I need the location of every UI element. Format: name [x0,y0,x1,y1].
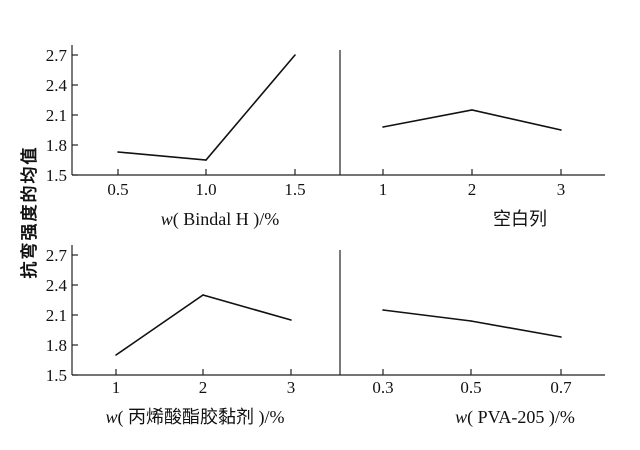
x-axis-title-text: ( Bindal H )/% [173,209,279,230]
x-tick-label: 3 [557,180,566,199]
data-point [294,54,296,56]
series-line [117,54,296,161]
data-point [470,320,472,322]
y-tick-label: 1.5 [46,366,67,385]
y-tick-label: 2.7 [46,46,68,65]
y-tick-label: 2.7 [46,246,68,265]
x-tick-label: 2 [468,180,477,199]
data-point [560,129,562,131]
x-tick-label: 1 [379,180,388,199]
data-point [115,354,117,356]
x-axis-title-text: ( PVA-205 )/% [467,407,575,428]
y-tick-label: 2.1 [46,306,67,325]
series-line [115,294,292,356]
series-line [382,309,562,338]
y-tick-label: 1.8 [46,336,67,355]
y-tick-label: 1.5 [46,166,67,185]
x-tick-label: 1 [112,378,121,397]
x-axis-title: w( PVA-205 )/% [455,407,575,428]
data-point [117,151,119,153]
x-tick-label: 0.5 [107,180,128,199]
x-tick-label: 1.0 [195,180,216,199]
x-axis-title-text: ( 丙烯酸酯胶黏剂 )/% [118,407,285,428]
x-tick-label: 0.5 [460,378,481,397]
x-axis-title: w( Bindal H )/% [161,209,280,230]
x-tick-label: 0.3 [372,378,393,397]
data-point [560,336,562,338]
y-tick-label: 1.8 [46,136,67,155]
x-tick-label: 3 [287,378,296,397]
x-axis-title: 空白列 [493,209,547,229]
x-axis-title-variable: w [106,407,118,427]
y-axis-label: 抗弯强度的均值 [19,146,40,279]
x-tick-label: 1.5 [284,180,305,199]
x-axis-title-variable: w [161,209,173,229]
data-point [471,109,473,111]
data-point [290,319,292,321]
x-axis-title-variable: w [455,407,467,427]
x-tick-label: 2 [199,378,208,397]
y-tick-label: 2.4 [46,76,68,95]
data-point [382,309,384,311]
x-axis-title: w( 丙烯酸酯胶黏剂 )/% [106,407,285,428]
data-point [205,159,207,161]
data-point [382,126,384,128]
y-tick-label: 2.1 [46,106,67,125]
x-tick-label: 0.7 [550,378,572,397]
data-point [202,294,204,296]
x-axis-title-text: 空白列 [493,209,547,229]
y-tick-label: 2.4 [46,276,68,295]
series-line [382,109,562,131]
